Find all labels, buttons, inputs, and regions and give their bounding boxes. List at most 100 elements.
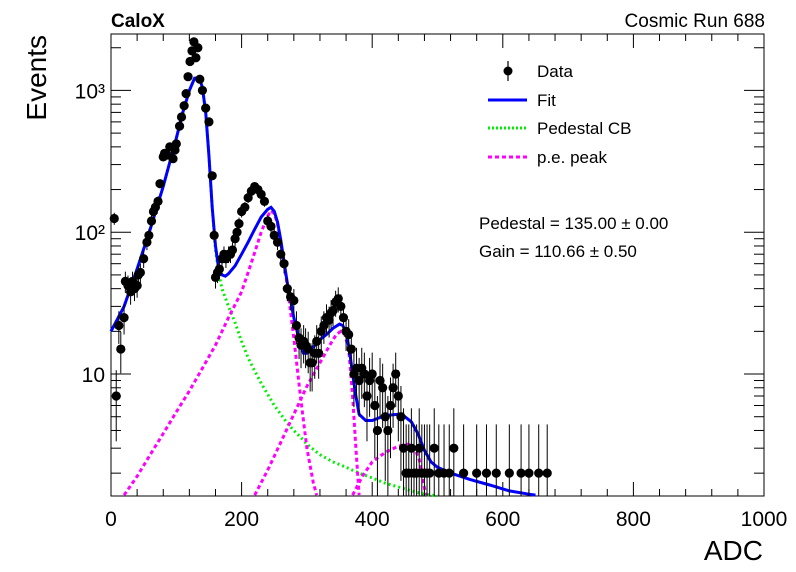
data-marker [346,344,356,354]
data-marker [393,391,403,401]
data-point [116,331,126,374]
pe-peak-curve-3 [351,442,428,496]
data-point [114,311,124,344]
data-marker [279,259,289,269]
data-marker [504,468,514,478]
data-point [491,424,501,496]
data-point [516,424,526,496]
data-point [289,289,299,315]
data-marker [266,221,276,231]
fit-curve [109,76,536,497]
data-marker [406,443,416,453]
data-marker [132,281,142,291]
legend-entry-data: Data [503,61,573,81]
data-marker [542,468,552,478]
data-marker [214,264,224,274]
data-point [153,196,163,207]
data-point [272,235,283,251]
data-marker [111,391,121,401]
data-marker [383,425,393,436]
data-point [146,215,157,228]
data-point [504,424,514,496]
data-marker [388,383,398,393]
data-point [429,408,439,496]
data-point [524,424,534,496]
data-marker [429,443,439,453]
y-axis-title: Events [21,35,52,121]
data-marker [289,295,299,306]
gain-annotation: Gain = 110.66 ± 0.50 [479,242,637,261]
data-marker [367,369,377,379]
data-point [109,212,119,225]
x-tick-label: 400 [355,508,390,531]
data-marker [282,284,292,294]
data-marker [201,103,211,113]
data-marker [195,74,205,84]
data-point [155,179,165,189]
data-point [171,139,181,149]
x-tick-label: 200 [224,508,259,531]
data-marker [168,154,178,164]
data-point [139,250,149,269]
curves-layer [109,76,536,498]
data-point [256,189,266,200]
data-marker [425,468,435,478]
data-marker [459,468,469,478]
data-marker [259,196,270,206]
data-marker [204,117,214,127]
data-marker [191,53,201,63]
data-marker [380,412,390,422]
data-marker [135,267,145,278]
data-point [197,85,208,96]
y-tick-label: 10³ [75,80,105,103]
data-point [459,424,469,496]
legend-entry-pe-peak: p.e. peak [488,148,607,167]
data-marker [378,383,388,393]
data-marker [314,348,324,358]
x-tick-label: 600 [485,508,520,531]
data-marker [362,391,372,401]
data-point [481,424,492,496]
data-marker [534,468,544,478]
x-tick-label: 800 [616,508,651,531]
data-point [204,117,214,127]
data-marker [312,336,322,346]
data-point [119,304,129,335]
legend-data-label: Data [537,62,573,81]
data-marker [391,369,401,379]
data-point [207,171,217,181]
pe-peak-curve-1 [122,208,319,496]
data-point [179,101,189,111]
data-marker [524,468,534,478]
data-point [472,424,482,496]
experiment-label: CaloX [111,11,165,32]
data-marker [396,412,406,422]
pe-peak-curve-2 [253,329,361,496]
data-point [425,424,435,496]
legend-pe-label: p.e. peak [537,148,607,167]
data-marker [414,443,424,453]
data-marker [176,112,187,122]
data-marker [291,320,302,331]
data-marker [183,72,193,82]
legend-entry-fit: Fit [488,91,556,110]
data-marker [209,230,219,240]
data-marker [344,329,354,340]
data-point [183,72,193,82]
data-marker [269,230,279,240]
data-marker [336,301,346,311]
data-marker [338,313,349,323]
data-point [276,246,286,264]
data-marker [174,121,185,131]
legend-fit-label: Fit [537,91,556,110]
data-marker [398,443,409,453]
data-marker [472,468,482,478]
data-marker [116,344,126,354]
data-marker [481,468,492,478]
data-marker [232,227,242,237]
x-tick-label: 1000 [741,508,788,531]
data-marker [276,249,286,259]
data-marker [119,313,129,323]
data-marker [146,216,157,226]
